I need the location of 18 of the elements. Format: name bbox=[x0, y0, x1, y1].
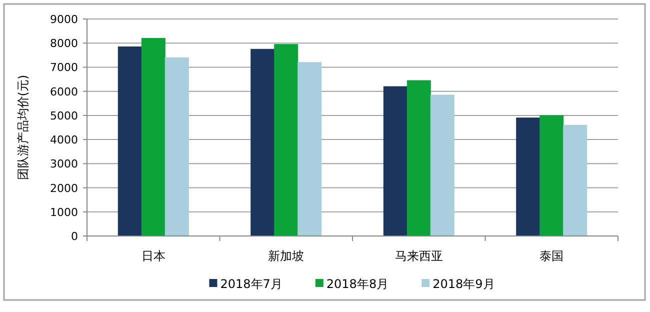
x-tick-label: 日本 bbox=[141, 249, 166, 263]
y-tick-label: 9000 bbox=[50, 13, 78, 26]
y-tick-label: 4000 bbox=[50, 134, 78, 147]
y-tick-label: 3000 bbox=[50, 158, 78, 171]
legend-label: 2018年7月 bbox=[220, 277, 282, 291]
legend-label: 2018年9月 bbox=[432, 277, 495, 291]
y-tick-label: 0 bbox=[71, 230, 78, 243]
y-tick-label: 5000 bbox=[50, 109, 78, 122]
x-tick-label: 新加坡 bbox=[268, 249, 304, 263]
y-tick-label: 6000 bbox=[50, 85, 78, 98]
y-tick-label: 2000 bbox=[50, 182, 78, 195]
x-tick-label: 马来西亚 bbox=[394, 249, 443, 263]
y-axis-title: 团队游产品均价(元) bbox=[16, 74, 30, 180]
y-tick-label: 8000 bbox=[50, 37, 78, 50]
y-tick-label: 1000 bbox=[50, 206, 78, 219]
y-tick-label: 7000 bbox=[50, 61, 78, 74]
legend-label: 2018年8月 bbox=[326, 277, 389, 291]
x-tick-label: 泰国 bbox=[540, 249, 564, 263]
